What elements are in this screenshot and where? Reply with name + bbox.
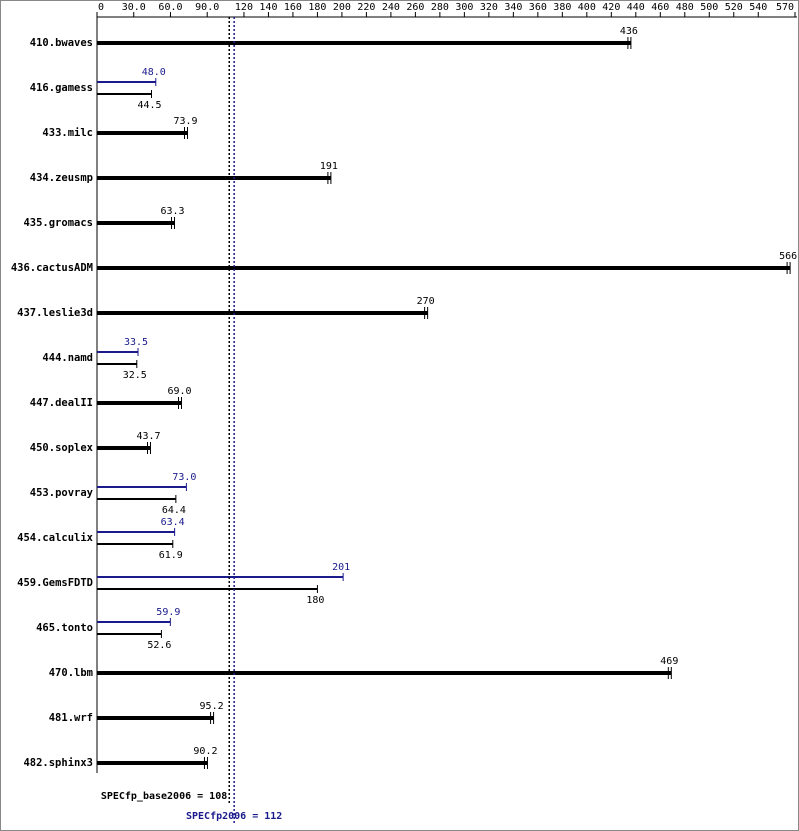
x-tick-label: 570 (776, 2, 794, 13)
category-label: 454.calculix (17, 532, 94, 544)
bar (97, 588, 318, 590)
category-label: 465.tonto (36, 622, 93, 634)
bar (97, 576, 344, 578)
value-label: 69.0 (167, 386, 191, 397)
bar (97, 131, 188, 135)
value-label: 59.9 (156, 607, 180, 618)
category-label: 481.wrf (49, 712, 93, 724)
value-label: 44.5 (137, 100, 161, 111)
bar (97, 266, 791, 270)
x-tick-label: 120 (235, 2, 253, 13)
category-label: 437.leslie3d (17, 307, 93, 319)
value-label: 201 (332, 562, 350, 573)
x-tick-label: 300 (455, 2, 473, 13)
value-label: 180 (306, 595, 324, 606)
value-label: 63.3 (160, 206, 184, 217)
value-label: 436 (620, 26, 638, 37)
x-tick-label: 30.0 (122, 2, 146, 13)
category-label: 410.bwaves (30, 37, 93, 49)
value-label: 43.7 (136, 431, 160, 442)
x-tick-label: 280 (431, 2, 449, 13)
category-label: 470.lbm (49, 667, 93, 679)
bar (97, 446, 151, 450)
value-label: 90.2 (193, 746, 217, 757)
value-label: 48.0 (142, 67, 166, 78)
bar (97, 486, 187, 488)
reference-label: SPECfp2006 = 112 (186, 811, 282, 822)
bar (97, 531, 175, 533)
value-label: 73.9 (173, 116, 197, 127)
category-label: 436.cactusADM (11, 262, 93, 274)
category-label: 453.povray (30, 487, 94, 499)
x-tick-label: 340 (504, 2, 522, 13)
bar (97, 363, 137, 365)
bar (97, 401, 182, 405)
x-tick-label: 260 (406, 2, 424, 13)
x-tick-label: 460 (651, 2, 669, 13)
x-tick-label: 240 (382, 2, 400, 13)
bar (97, 311, 428, 315)
value-label: 270 (417, 296, 435, 307)
x-tick-label: 480 (676, 2, 694, 13)
x-tick-label: 0 (98, 2, 104, 13)
value-label: 32.5 (123, 370, 147, 381)
x-tick-label: 200 (333, 2, 351, 13)
bar (97, 671, 672, 675)
value-label: 52.6 (147, 640, 171, 651)
category-label: 434.zeusmp (30, 172, 93, 184)
value-label: 95.2 (200, 701, 224, 712)
value-label: 566 (779, 251, 797, 262)
x-tick-label: 220 (357, 2, 375, 13)
category-label: 435.gromacs (23, 217, 93, 229)
bar (97, 621, 171, 623)
x-tick-label: 440 (627, 2, 645, 13)
category-label: 459.GemsFDTD (17, 577, 93, 589)
value-label: 63.4 (161, 517, 185, 528)
bar (97, 633, 162, 635)
bar (97, 93, 152, 95)
category-label: 444.namd (42, 352, 93, 364)
category-label: 433.milc (42, 127, 93, 139)
value-label: 191 (320, 161, 338, 172)
value-label: 73.0 (172, 472, 196, 483)
value-label: 64.4 (162, 505, 186, 516)
x-tick-label: 90.0 (195, 2, 219, 13)
bar (97, 81, 156, 83)
category-label: 416.gamess (30, 82, 93, 94)
x-tick-label: 420 (602, 2, 620, 13)
bar (97, 716, 214, 720)
bar (97, 543, 173, 545)
category-label: 447.dealII (30, 397, 93, 409)
bar (97, 221, 175, 225)
x-tick-label: 180 (308, 2, 326, 13)
x-tick-label: 520 (725, 2, 743, 13)
bar (97, 761, 208, 765)
x-tick-label: 380 (553, 2, 571, 13)
x-tick-label: 320 (480, 2, 498, 13)
x-tick-label: 160 (284, 2, 302, 13)
x-tick-label: 500 (700, 2, 718, 13)
bar (97, 351, 139, 353)
value-label: 469 (660, 656, 678, 667)
bar (97, 176, 331, 180)
x-tick-label: 540 (749, 2, 767, 13)
value-label: 33.5 (124, 337, 148, 348)
category-label: 450.soplex (30, 442, 94, 454)
x-tick-label: 60.0 (158, 2, 182, 13)
category-label: 482.sphinx3 (23, 757, 93, 769)
value-label: 61.9 (159, 550, 183, 561)
reference-label: SPECfp_base2006 = 108 (101, 791, 227, 802)
bar (97, 41, 631, 45)
x-tick-label: 360 (529, 2, 547, 13)
x-tick-label: 400 (578, 2, 596, 13)
bar (97, 498, 176, 500)
x-tick-label: 140 (259, 2, 277, 13)
